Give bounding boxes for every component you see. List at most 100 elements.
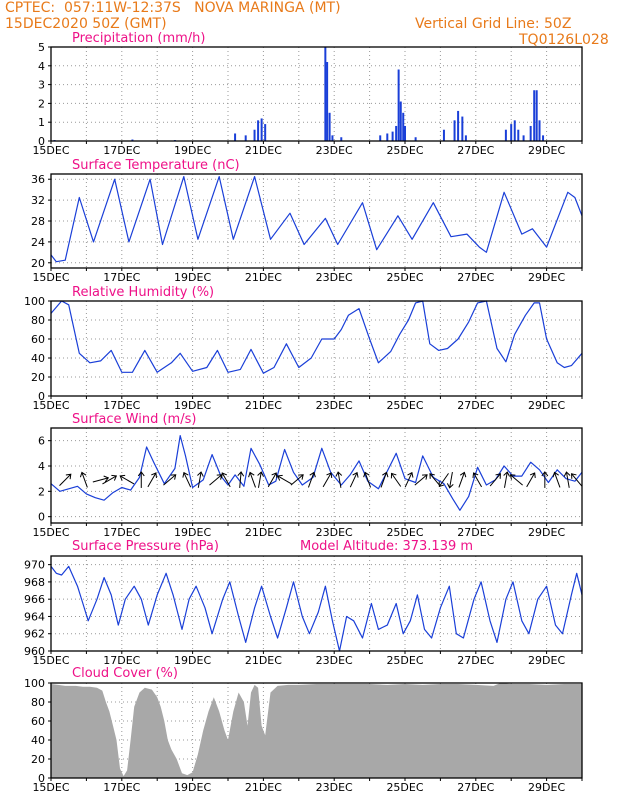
x-tick-label: 27DEC [457, 271, 494, 284]
wind-arrow [322, 472, 333, 488]
x-tick-label: 25DEC [386, 399, 423, 412]
x-tick-label: 29DEC [528, 144, 565, 157]
model-altitude-label: Model Altitude: 373.139 m [300, 539, 473, 554]
y-tick-label: 2 [38, 485, 45, 498]
x-tick-label: 15DEC [32, 271, 69, 284]
x-tick-label: 15DEC [32, 144, 69, 157]
y-tick-label: 28 [31, 215, 45, 228]
x-tick-label: 17DEC [103, 399, 140, 412]
panel-frame [50, 555, 583, 652]
x-tick-label: 21DEC [245, 781, 282, 794]
panel-title: Relative Humidity (%) [72, 285, 214, 300]
x-tick-label: 23DEC [316, 399, 353, 412]
y-tick-label: 36 [31, 173, 45, 186]
y-tick-label: 3 [38, 79, 45, 92]
wind-arrow [472, 472, 483, 488]
wind-arrow [429, 473, 441, 487]
series-line [50, 176, 583, 263]
x-tick-label: 27DEC [457, 781, 494, 794]
wind-arrow [197, 471, 204, 488]
x-tick-label: 25DEC [386, 781, 423, 794]
wind-arrow [563, 471, 571, 488]
x-tick-label: 17DEC [103, 781, 140, 794]
x-tick-label: 21DEC [245, 271, 282, 284]
panel-title: Surface Temperature (nC) [72, 158, 240, 173]
y-tick-label: 4 [38, 460, 45, 473]
panel-frame [50, 427, 583, 524]
x-tick-label: 15DEC [32, 654, 69, 667]
x-tick-label: 25DEC [386, 654, 423, 667]
wind-arrow [237, 471, 245, 488]
y-tick-label: 24 [31, 236, 45, 249]
x-tick-label: 23DEC [316, 654, 353, 667]
y-tick-label: 4 [38, 60, 45, 73]
series-line [50, 565, 583, 652]
x-tick-label: 27DEC [457, 399, 494, 412]
x-tick-label: 19DEC [174, 654, 211, 667]
x-tick-label: 17DEC [103, 144, 140, 157]
x-tick-label: 25DEC [386, 526, 423, 539]
y-tick-label: 966 [24, 593, 45, 606]
wind-arrow [541, 471, 549, 488]
x-tick-label: 27DEC [457, 144, 494, 157]
x-tick-label: 15DEC [32, 526, 69, 539]
x-tick-label: 19DEC [174, 526, 211, 539]
y-tick-label: 20 [31, 371, 45, 384]
series-line [50, 435, 583, 511]
x-tick-label: 19DEC [174, 144, 211, 157]
wind-arrow [509, 474, 523, 486]
wind-arrow [163, 474, 177, 486]
wind-arrow [276, 474, 292, 485]
x-tick-label: 21DEC [245, 399, 282, 412]
x-tick-label: 15DEC [32, 781, 69, 794]
wind-arrow [119, 474, 135, 485]
y-tick-label: 960 [24, 645, 45, 658]
x-tick-label: 29DEC [528, 271, 565, 284]
x-tick-label: 21DEC [245, 144, 282, 157]
header-line1: CPTEC: 057:11W-12:37S NOVA MARINGA (MT) [5, 0, 341, 16]
x-tick-label: 23DEC [316, 526, 353, 539]
y-tick-label: 0 [38, 772, 45, 785]
panel-frame [50, 682, 583, 779]
y-tick-label: 32 [31, 194, 45, 207]
y-tick-label: 60 [31, 333, 45, 346]
x-tick-label: 29DEC [528, 781, 565, 794]
panel-title: Precipitation (mm/h) [72, 31, 205, 46]
x-tick-label: 19DEC [174, 271, 211, 284]
y-tick-label: 60 [31, 715, 45, 728]
x-tick-label: 21DEC [245, 526, 282, 539]
y-tick-label: 80 [31, 696, 45, 709]
panel-title: Cloud Cover (%) [72, 666, 178, 681]
x-tick-label: 27DEC [457, 526, 494, 539]
y-tick-label: 0 [38, 390, 45, 403]
wind-arrow [267, 472, 278, 488]
wind-arrow [489, 473, 501, 487]
wind-arrow [438, 473, 449, 488]
x-tick-label: 29DEC [528, 399, 565, 412]
run-code: TQ0126L028 [519, 32, 609, 48]
x-tick-label: 21DEC [245, 654, 282, 667]
cloud-cover-area [51, 683, 582, 778]
wind-arrow [526, 472, 536, 488]
y-tick-label: 5 [38, 41, 45, 54]
wind-arrow [209, 474, 223, 486]
y-tick-label: 0 [38, 511, 45, 524]
grid-note: Vertical Grid Line: 50Z [415, 16, 572, 32]
wind-arrow [248, 471, 256, 488]
wind-arrow [503, 471, 510, 488]
panel-frame [50, 173, 583, 269]
y-tick-label: 40 [31, 352, 45, 365]
x-tick-label: 29DEC [528, 654, 565, 667]
wind-arrow [458, 471, 467, 488]
wind-arrow [79, 471, 88, 488]
y-tick-label: 20 [31, 753, 45, 766]
wind-arrow [147, 472, 157, 488]
panel-title: Surface Wind (m/s) [72, 412, 196, 427]
wind-arrow [335, 471, 343, 488]
y-tick-label: 40 [31, 734, 45, 747]
header-line2: 15DEC2020 50Z (GMT) [5, 16, 167, 32]
x-tick-label: 23DEC [316, 781, 353, 794]
wind-arrow [571, 473, 583, 487]
y-tick-label: 970 [24, 559, 45, 572]
